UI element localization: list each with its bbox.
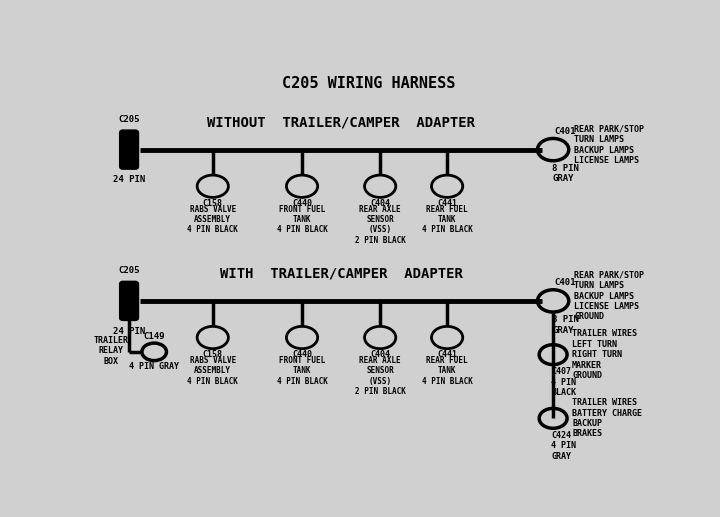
Text: WITH  TRAILER/CAMPER  ADAPTER: WITH TRAILER/CAMPER ADAPTER [220, 267, 462, 281]
Text: C149: C149 [143, 332, 165, 342]
Text: C404: C404 [370, 350, 390, 359]
Text: C205: C205 [118, 115, 140, 124]
Text: FRONT FUEL
TANK
4 PIN BLACK: FRONT FUEL TANK 4 PIN BLACK [276, 356, 328, 386]
Text: 8 PIN
GRAY: 8 PIN GRAY [552, 164, 579, 184]
Text: C158: C158 [203, 350, 222, 359]
FancyBboxPatch shape [121, 131, 138, 168]
Circle shape [142, 343, 166, 361]
Circle shape [431, 326, 463, 348]
Text: TRAILER WIRES
BATTERY CHARGE
BACKUP
BRAKES: TRAILER WIRES BATTERY CHARGE BACKUP BRAK… [572, 398, 642, 438]
Text: C401: C401 [554, 127, 576, 135]
Text: C404: C404 [370, 199, 390, 208]
Text: 24 PIN: 24 PIN [113, 327, 145, 336]
Text: REAR FUEL
TANK
4 PIN BLACK: REAR FUEL TANK 4 PIN BLACK [422, 205, 472, 234]
Circle shape [538, 290, 569, 312]
Circle shape [197, 326, 228, 348]
Text: REAR FUEL
TANK
4 PIN BLACK: REAR FUEL TANK 4 PIN BLACK [422, 356, 472, 386]
Text: REAR PARK/STOP
TURN LAMPS
BACKUP LAMPS
LICENSE LAMPS
GROUND: REAR PARK/STOP TURN LAMPS BACKUP LAMPS L… [575, 271, 644, 322]
Text: RABS VALVE
ASSEMBLY
4 PIN BLACK: RABS VALVE ASSEMBLY 4 PIN BLACK [187, 356, 238, 386]
Circle shape [287, 175, 318, 197]
Circle shape [538, 139, 569, 161]
Circle shape [431, 175, 463, 197]
FancyBboxPatch shape [121, 282, 138, 320]
Circle shape [287, 326, 318, 348]
Text: C441: C441 [437, 350, 457, 359]
Circle shape [539, 408, 567, 428]
Text: C205: C205 [118, 266, 140, 275]
Text: REAR PARK/STOP
TURN LAMPS
BACKUP LAMPS
LICENSE LAMPS: REAR PARK/STOP TURN LAMPS BACKUP LAMPS L… [575, 125, 644, 165]
Text: TRAILER WIRES
LEFT TURN
RIGHT TURN
MARKER
GROUND: TRAILER WIRES LEFT TURN RIGHT TURN MARKE… [572, 329, 637, 380]
Text: FRONT FUEL
TANK
4 PIN BLACK: FRONT FUEL TANK 4 PIN BLACK [276, 205, 328, 234]
Text: C205 WIRING HARNESS: C205 WIRING HARNESS [282, 76, 456, 91]
Text: C407
4 PIN
BLACK: C407 4 PIN BLACK [552, 368, 577, 397]
Text: C401: C401 [554, 278, 576, 287]
Text: WITHOUT  TRAILER/CAMPER  ADAPTER: WITHOUT TRAILER/CAMPER ADAPTER [207, 116, 475, 130]
Text: REAR AXLE
SENSOR
(VSS)
2 PIN BLACK: REAR AXLE SENSOR (VSS) 2 PIN BLACK [355, 205, 405, 245]
Text: 24 PIN: 24 PIN [113, 175, 145, 185]
Text: TRAILER
RELAY
BOX: TRAILER RELAY BOX [94, 336, 129, 366]
Text: C424
4 PIN
GRAY: C424 4 PIN GRAY [552, 431, 577, 461]
Text: REAR AXLE
SENSOR
(VSS)
2 PIN BLACK: REAR AXLE SENSOR (VSS) 2 PIN BLACK [355, 356, 405, 396]
Text: C440: C440 [292, 199, 312, 208]
Circle shape [197, 175, 228, 197]
Text: 8 PIN
GRAY: 8 PIN GRAY [552, 315, 579, 334]
Circle shape [364, 175, 396, 197]
Text: RABS VALVE
ASSEMBLY
4 PIN BLACK: RABS VALVE ASSEMBLY 4 PIN BLACK [187, 205, 238, 234]
Text: C158: C158 [203, 199, 222, 208]
Circle shape [539, 345, 567, 364]
Text: 4 PIN GRAY: 4 PIN GRAY [129, 362, 179, 371]
Circle shape [364, 326, 396, 348]
Text: C441: C441 [437, 199, 457, 208]
Text: C440: C440 [292, 350, 312, 359]
